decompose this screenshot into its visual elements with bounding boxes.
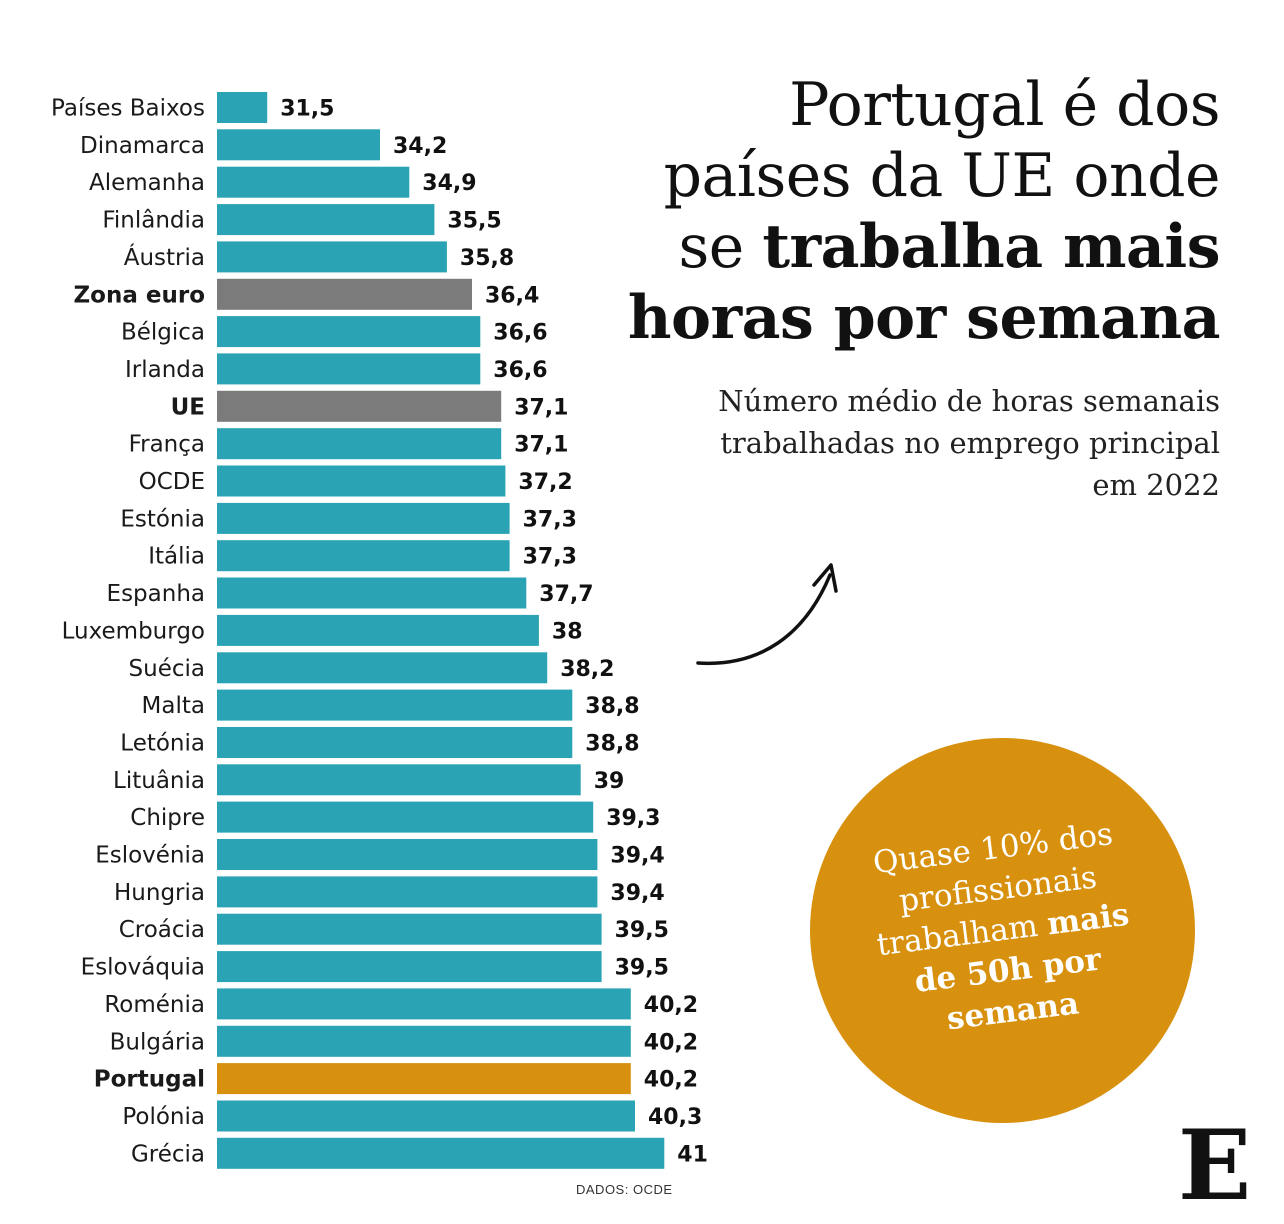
value-label: 37,1 bbox=[514, 433, 568, 458]
category-label: Dinamarca bbox=[80, 133, 205, 159]
value-label: 35,5 bbox=[447, 209, 501, 234]
value-label: 40,2 bbox=[644, 1030, 698, 1055]
value-label: 36,4 bbox=[485, 283, 539, 308]
value-label: 37,3 bbox=[523, 545, 577, 570]
value-label: 34,2 bbox=[393, 134, 447, 159]
publication-logo: E bbox=[1178, 1109, 1252, 1222]
value-label: 38,2 bbox=[560, 657, 614, 682]
bar-portugal bbox=[217, 1063, 631, 1095]
bar-frança bbox=[217, 428, 502, 460]
category-label: Luxemburgo bbox=[62, 618, 205, 644]
bar-bulgária bbox=[217, 1025, 631, 1057]
category-label: Bélgica bbox=[121, 320, 205, 346]
category-label: Portugal bbox=[94, 1067, 205, 1093]
category-label: Países Baixos bbox=[51, 96, 205, 122]
bar-países-baixos bbox=[217, 92, 268, 123]
bar-áustria bbox=[217, 241, 447, 273]
category-label: Roménia bbox=[104, 992, 205, 1018]
bar-eslováquia bbox=[217, 951, 602, 983]
bar-ue bbox=[217, 390, 502, 422]
value-label: 39,4 bbox=[610, 881, 664, 906]
category-label: Eslováquia bbox=[81, 955, 205, 981]
bar-croácia bbox=[217, 913, 602, 945]
value-label: 41 bbox=[677, 1142, 708, 1167]
headline-regular: Portugal é dos países da UE onde se bbox=[663, 70, 1221, 282]
value-label: 40,2 bbox=[644, 1068, 698, 1093]
value-label: 37,3 bbox=[523, 507, 577, 532]
category-label: Finlândia bbox=[102, 208, 205, 234]
category-label: Zona euro bbox=[74, 282, 206, 308]
category-label: Espanha bbox=[107, 581, 205, 607]
category-label: França bbox=[129, 432, 205, 458]
bar-chart: Países Baixos 31,5 Dinamarca 34,2 Alemanha 34… bbox=[51, 92, 708, 1169]
curved-arrow-icon bbox=[696, 563, 838, 666]
bar-malta bbox=[217, 689, 573, 721]
value-label: 34,9 bbox=[422, 171, 476, 196]
value-label: 35,8 bbox=[460, 246, 514, 271]
value-label: 36,6 bbox=[493, 358, 547, 383]
value-label: 31,5 bbox=[280, 97, 334, 122]
value-label: 36,6 bbox=[493, 321, 547, 346]
bar-irlanda bbox=[217, 353, 481, 385]
category-label: Áustria bbox=[124, 243, 205, 271]
bar-bélgica bbox=[217, 316, 481, 348]
value-label: 39,4 bbox=[610, 844, 664, 869]
category-label: Polónia bbox=[122, 1104, 205, 1130]
category-label: Hungria bbox=[114, 880, 205, 906]
bar-ocde bbox=[217, 465, 506, 497]
bar-letónia bbox=[217, 727, 573, 758]
callout-circle: Quase 10% dos profissionais trabalham ma… bbox=[810, 738, 1195, 1123]
bar-lituânia bbox=[217, 764, 581, 796]
bar-itália bbox=[217, 540, 510, 572]
category-label: UE bbox=[171, 394, 205, 420]
bar-dinamarca bbox=[217, 129, 380, 161]
bar-zona-euro bbox=[217, 278, 472, 310]
value-label: 40,3 bbox=[648, 1105, 702, 1130]
category-label: Estónia bbox=[120, 506, 205, 532]
category-label: Malta bbox=[142, 693, 205, 719]
bar-roménia bbox=[217, 988, 631, 1020]
chart-subtitle: Número médio de horas semanais trabalhad… bbox=[718, 384, 1220, 502]
callout-regular: Quase 10% dos profissionais trabalham bbox=[870, 816, 1115, 964]
bar-suécia bbox=[217, 652, 548, 684]
value-label: 39,3 bbox=[606, 806, 660, 831]
category-label: Grécia bbox=[131, 1141, 205, 1167]
category-label: Irlanda bbox=[125, 357, 205, 383]
category-label: Letónia bbox=[120, 731, 205, 757]
bar-chipre bbox=[217, 801, 594, 833]
category-label: Chipre bbox=[130, 805, 205, 831]
bar-espanha bbox=[217, 577, 527, 609]
category-label: OCDE bbox=[139, 469, 205, 495]
category-label: Croácia bbox=[119, 917, 205, 943]
value-label: 38,8 bbox=[585, 694, 639, 719]
category-label: Itália bbox=[148, 544, 205, 570]
headline-bold: trabalha mais horas por semana bbox=[627, 212, 1221, 353]
value-label: 40,2 bbox=[644, 993, 698, 1018]
bar-polónia bbox=[217, 1100, 635, 1132]
bar-eslovénia bbox=[217, 839, 598, 870]
category-label: Suécia bbox=[129, 656, 205, 682]
source-note: DADOS: OCDE bbox=[576, 1182, 673, 1197]
callout-text: Quase 10% dos profissionais trabalham ma… bbox=[841, 810, 1164, 1050]
category-label: Lituânia bbox=[113, 768, 205, 794]
value-label: 39,5 bbox=[615, 918, 669, 943]
bar-grécia bbox=[217, 1137, 665, 1169]
value-label: 38 bbox=[552, 619, 583, 644]
value-label: 39 bbox=[594, 769, 625, 794]
bar-estónia bbox=[217, 502, 510, 534]
value-label: 39,5 bbox=[615, 956, 669, 981]
value-label: 38,8 bbox=[585, 732, 639, 757]
value-label: 37,2 bbox=[518, 470, 572, 495]
value-label: 37,1 bbox=[514, 395, 568, 420]
bar-hungria bbox=[217, 876, 598, 908]
category-label: Eslovénia bbox=[95, 843, 205, 869]
bar-alemanha bbox=[217, 166, 410, 198]
bar-luxemburgo bbox=[217, 614, 539, 646]
category-label: Alemanha bbox=[89, 170, 205, 196]
bar-finlândia bbox=[217, 204, 435, 236]
category-label: Bulgária bbox=[110, 1029, 205, 1055]
value-label: 37,7 bbox=[539, 582, 593, 607]
headline: Portugal é dos países da UE onde se trab… bbox=[600, 70, 1221, 354]
